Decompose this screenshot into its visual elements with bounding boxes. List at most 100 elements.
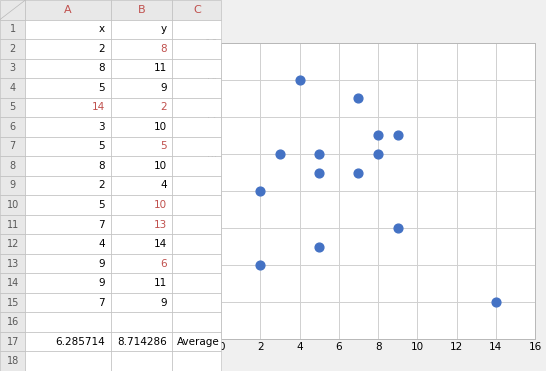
Bar (26, 351, 110, 371)
Bar (0, 59, 26, 78)
Bar (173, 234, 221, 254)
Text: 5: 5 (10, 102, 16, 112)
Text: 11: 11 (7, 220, 19, 230)
Bar (0, 39, 26, 59)
Bar (110, 351, 173, 371)
Bar (26, 195, 110, 215)
Point (354, 170, 363, 175)
Bar (110, 78, 173, 98)
Bar (26, 59, 110, 78)
Bar (173, 293, 221, 312)
Point (256, 262, 265, 268)
Point (256, 188, 265, 194)
Bar (0, 195, 26, 215)
Text: 12: 12 (7, 239, 19, 249)
Bar (26, 98, 110, 117)
Bar (0, 215, 26, 234)
Text: 7: 7 (10, 141, 16, 151)
Bar (0, 176, 26, 195)
Text: 7: 7 (98, 298, 105, 308)
Bar (26, 20, 110, 39)
Text: 6.285714: 6.285714 (55, 337, 105, 347)
Bar (173, 39, 221, 59)
Point (491, 299, 500, 305)
Bar (0, 273, 26, 293)
Bar (110, 98, 173, 117)
Text: 16: 16 (7, 317, 19, 327)
Text: 1: 1 (10, 24, 16, 34)
Text: C: C (193, 5, 201, 15)
Bar (173, 215, 221, 234)
Text: 4: 4 (98, 239, 105, 249)
Text: 10: 10 (7, 200, 19, 210)
Text: 3: 3 (98, 122, 105, 132)
Point (354, 95, 363, 101)
Text: 5: 5 (98, 83, 105, 93)
Text: 9: 9 (98, 259, 105, 269)
Bar (26, 39, 110, 59)
Bar (110, 59, 173, 78)
Bar (110, 137, 173, 156)
Bar (173, 195, 221, 215)
Bar (110, 195, 173, 215)
Text: 6: 6 (10, 122, 16, 132)
Bar (110, 273, 173, 293)
Text: 9: 9 (161, 298, 167, 308)
Text: 11: 11 (154, 63, 167, 73)
Bar (26, 254, 110, 273)
Bar (110, 215, 173, 234)
Bar (0, 20, 26, 39)
Bar (0, 156, 26, 176)
Bar (26, 293, 110, 312)
Text: 10: 10 (154, 200, 167, 210)
Bar (173, 59, 221, 78)
Bar (0, 312, 26, 332)
Bar (0, 254, 26, 273)
Bar (173, 0, 221, 20)
Text: 8: 8 (10, 161, 16, 171)
Text: A: A (64, 5, 72, 15)
Bar (0, 117, 26, 137)
Text: 18: 18 (7, 356, 19, 366)
Point (315, 151, 324, 157)
Text: 2: 2 (98, 181, 105, 190)
Bar (173, 312, 221, 332)
Text: 5: 5 (98, 200, 105, 210)
Bar (173, 273, 221, 293)
Text: 2: 2 (10, 44, 16, 54)
Text: 14: 14 (92, 102, 105, 112)
Text: 10: 10 (154, 122, 167, 132)
Bar (173, 78, 221, 98)
Bar (0, 332, 26, 351)
Bar (0, 78, 26, 98)
Bar (26, 176, 110, 195)
Bar (26, 156, 110, 176)
Text: 5: 5 (98, 141, 105, 151)
Bar (110, 234, 173, 254)
Bar (26, 332, 110, 351)
Bar (110, 293, 173, 312)
Bar (26, 312, 110, 332)
Bar (173, 117, 221, 137)
Bar (110, 312, 173, 332)
Bar (26, 215, 110, 234)
Bar (173, 98, 221, 117)
Text: 4: 4 (161, 181, 167, 190)
Bar (0, 137, 26, 156)
Text: 13: 13 (7, 259, 19, 269)
Bar (0, 0, 26, 20)
Bar (26, 78, 110, 98)
Bar (26, 234, 110, 254)
Text: 7: 7 (98, 220, 105, 230)
Text: 9: 9 (98, 278, 105, 288)
Text: 15: 15 (7, 298, 19, 308)
Bar (110, 39, 173, 59)
Point (373, 132, 382, 138)
Bar (110, 20, 173, 39)
Text: 3: 3 (10, 63, 16, 73)
Bar (173, 254, 221, 273)
Bar (110, 156, 173, 176)
Text: 10: 10 (154, 161, 167, 171)
Text: 8: 8 (98, 63, 105, 73)
Bar (173, 176, 221, 195)
